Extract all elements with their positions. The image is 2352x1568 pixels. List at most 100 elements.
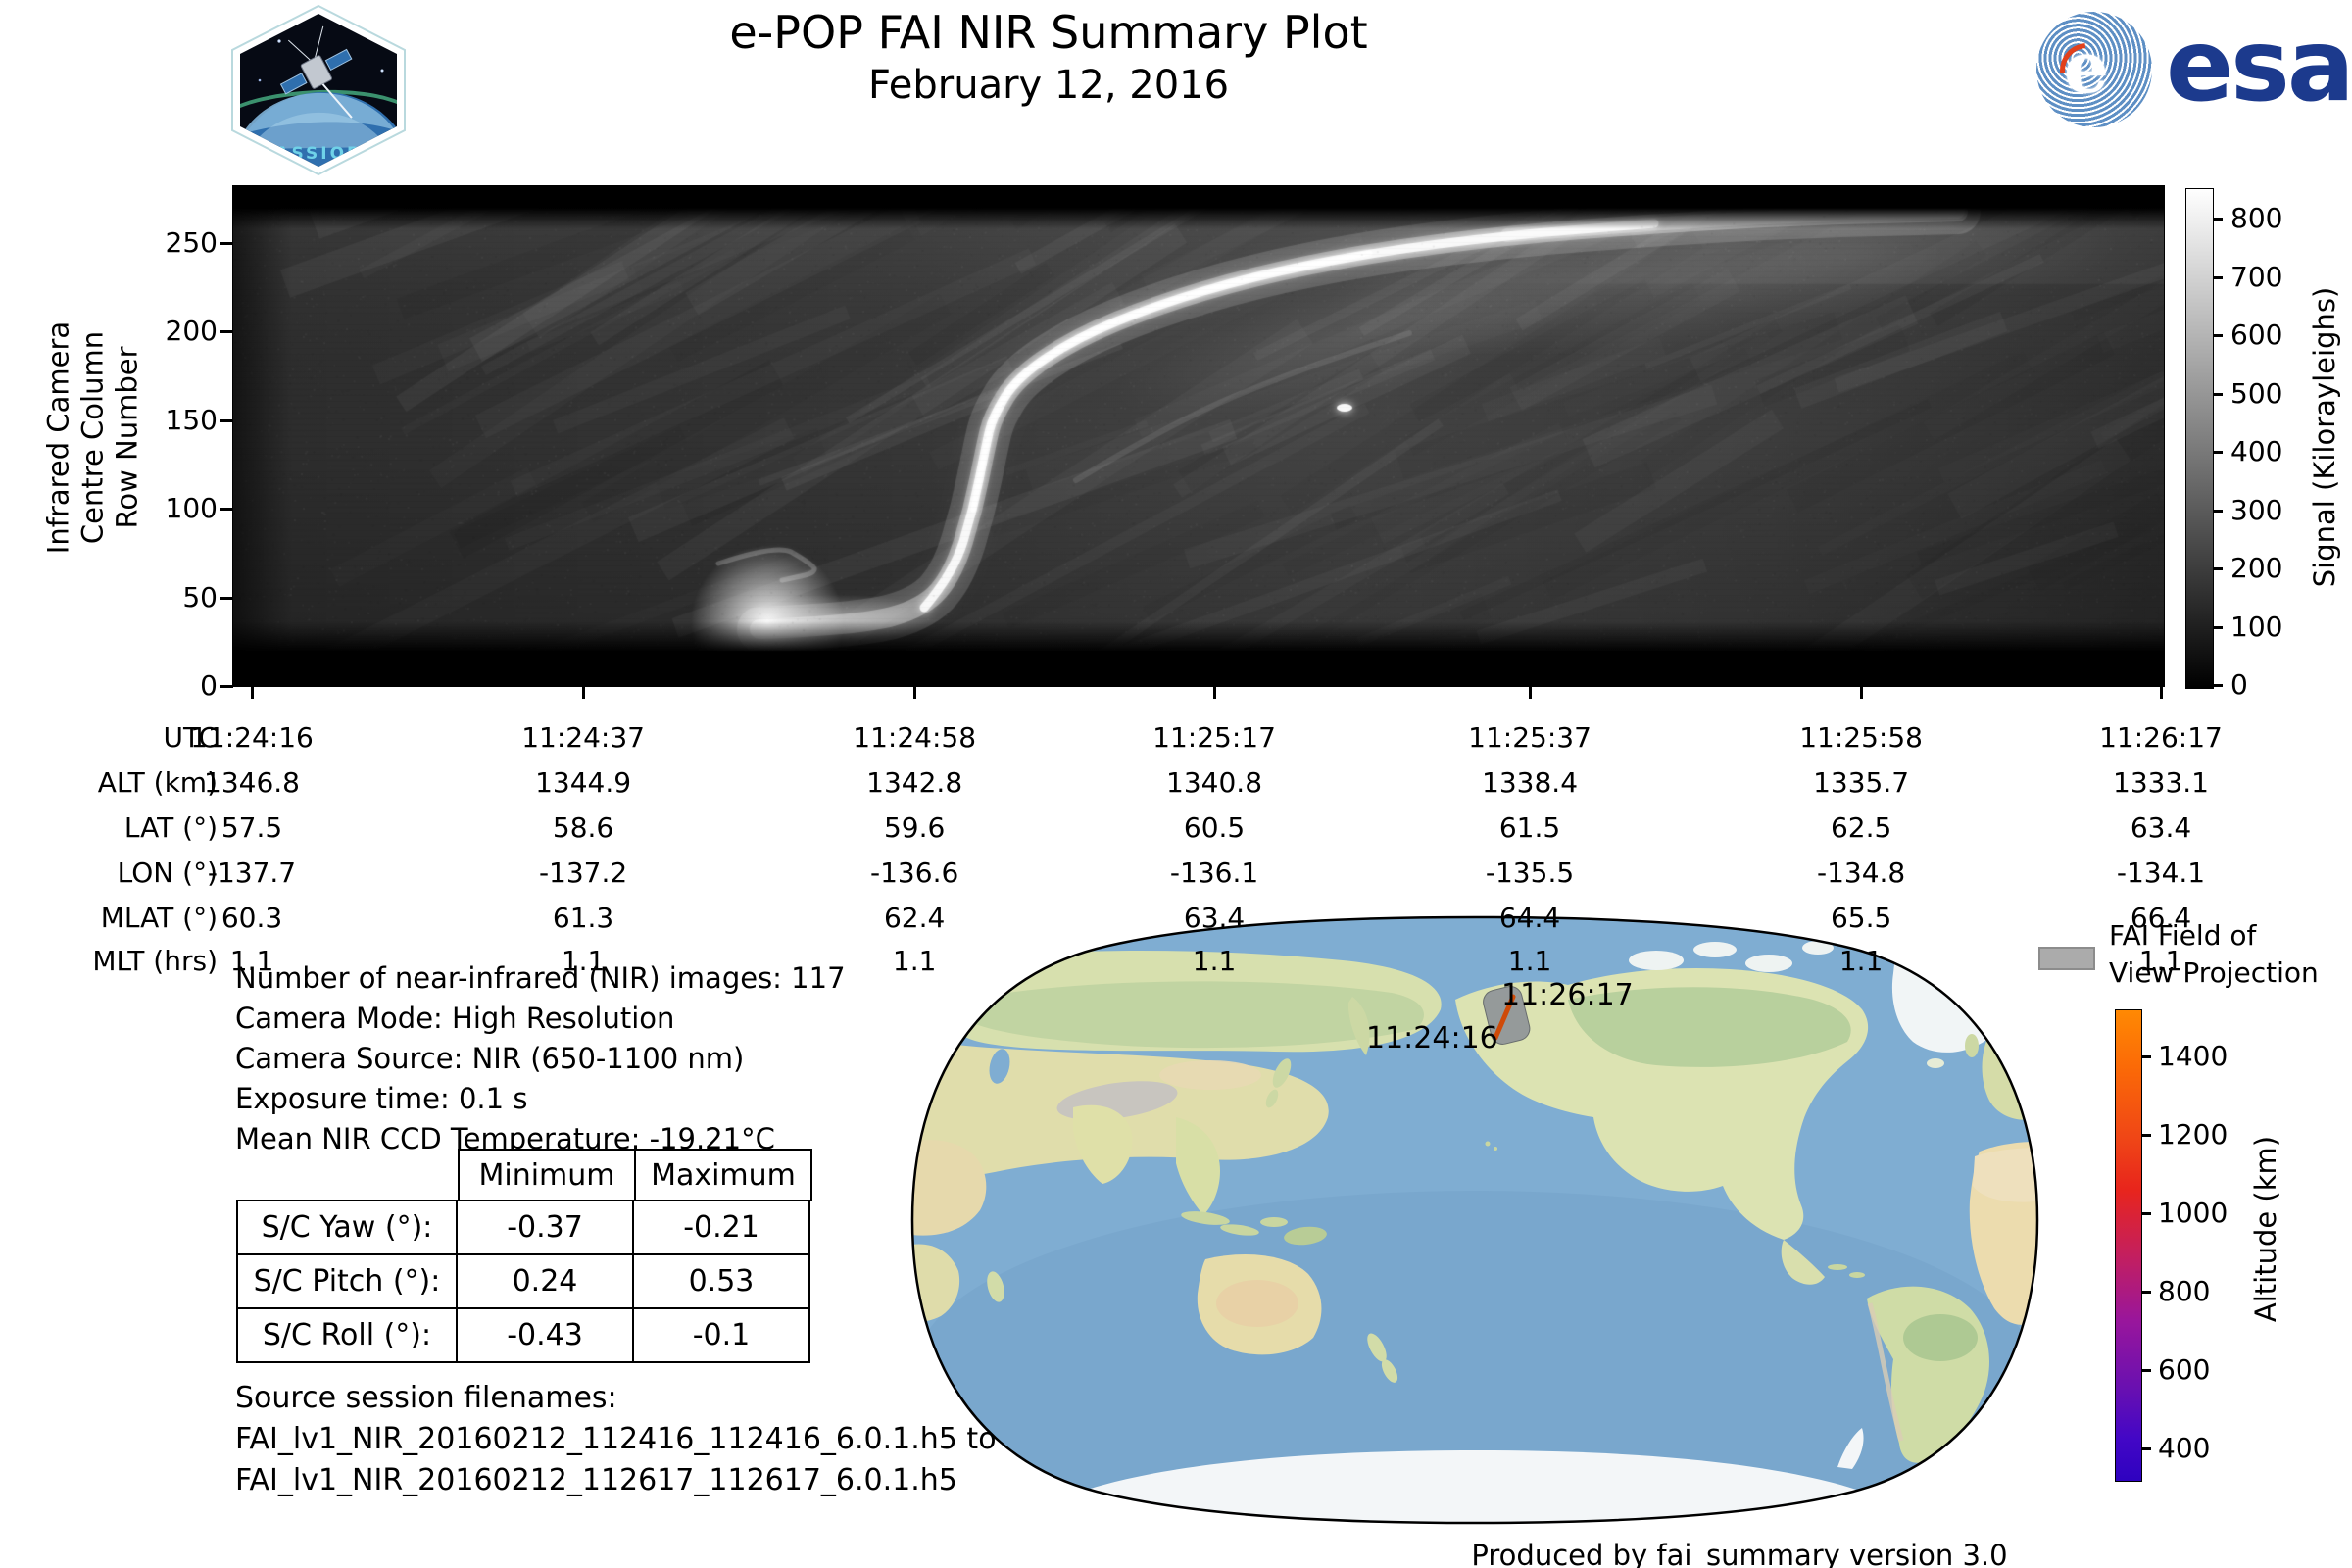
altitude-colorbar-tick-label: 1000 <box>2158 1197 2229 1229</box>
y-tick-mark <box>220 330 233 334</box>
y-tick-label: 50 <box>182 580 218 613</box>
fov-legend-swatch <box>2038 947 2095 970</box>
ephemeris-value-lat: 61.5 <box>1498 811 1561 844</box>
track-start-time-label: 11:24:16 <box>1366 1021 1498 1055</box>
signal-colorbar-tick-mark <box>2213 625 2223 629</box>
esa-wordmark: esa <box>2166 8 2352 124</box>
ephemeris-value-lat: 60.5 <box>1183 811 1246 844</box>
ephemeris-row-label: LAT (°) <box>123 811 218 844</box>
esa-logo: e esa <box>2036 8 2352 132</box>
attitude-table-header: Maximum <box>634 1149 812 1201</box>
ephemeris-value-lon: -136.6 <box>870 857 959 889</box>
altitude-colorbar-tick-mark <box>2141 1369 2151 1372</box>
signal-colorbar-tick-mark <box>2213 334 2223 337</box>
signal-colorbar-tick-mark <box>2213 451 2223 454</box>
ephemeris-value-lat: 58.6 <box>552 811 614 844</box>
esa-globe-icon <box>2036 12 2152 127</box>
y-tick-label: 250 <box>165 226 218 259</box>
ephemeris-value-alt: 1342.8 <box>866 766 963 799</box>
signal-colorbar-tick-mark <box>2213 567 2223 570</box>
ephemeris-value-mlat: 60.3 <box>220 902 283 934</box>
x-tick-mark <box>913 687 917 699</box>
info-line: Camera Mode: High Resolution <box>235 1002 675 1035</box>
keogram-plot-area <box>232 185 2165 687</box>
x-tick-mark <box>251 687 254 699</box>
y-tick-mark <box>220 596 233 600</box>
ephemeris-value-mlat: 64.4 <box>1498 902 1561 934</box>
signal-colorbar-tick-mark <box>2213 392 2223 396</box>
y-tick-label: 0 <box>200 669 218 702</box>
signal-colorbar-tick-label: 100 <box>2230 610 2283 643</box>
ephemeris-value-mlat: 66.4 <box>2130 902 2192 934</box>
altitude-colorbar-tick-mark <box>2141 1212 2151 1215</box>
source-filename-line: FAI_lv1_NIR_20160212_112416_112416_6.0.1… <box>235 1422 997 1456</box>
y-tick-mark <box>220 685 233 688</box>
signal-colorbar <box>2185 188 2214 689</box>
world-map <box>910 915 2039 1525</box>
ephemeris-value-lat: 59.6 <box>883 811 946 844</box>
attitude-table-max-value: -0.21 <box>632 1200 810 1255</box>
ephemeris-value-lon: -135.5 <box>1485 857 1575 889</box>
ephemeris-value-lat: 57.5 <box>220 811 283 844</box>
signal-colorbar-tick-label: 300 <box>2230 493 2283 526</box>
ephemeris-value-alt: 1344.9 <box>535 766 632 799</box>
source-heading: Source session filenames: <box>235 1381 617 1415</box>
info-line: Number of near-infrared (NIR) images: 11… <box>235 961 846 995</box>
attitude-table-min-value: 0.24 <box>456 1253 634 1309</box>
altitude-colorbar-tick-label: 1400 <box>2158 1040 2229 1072</box>
attitude-table-row-label: S/C Yaw (°): <box>236 1200 458 1255</box>
altitude-colorbar-label: Altitude (km) <box>2249 1135 2282 1323</box>
esa-globe-e: e <box>2064 25 2109 109</box>
attitude-table-min-value: -0.37 <box>456 1200 634 1255</box>
keogram-image <box>233 186 2164 686</box>
ephemeris-value-alt: 1346.8 <box>204 766 300 799</box>
ephemeris-value-utc: 11:24:37 <box>521 721 645 754</box>
info-line: Exposure time: 0.1 s <box>235 1082 528 1115</box>
ephemeris-value-mlt: 1.1 <box>229 945 274 977</box>
x-tick-mark <box>1860 687 1864 699</box>
x-tick-mark <box>1529 687 1533 699</box>
altitude-colorbar-tick-mark <box>2141 1134 2151 1137</box>
track-end-time-label: 11:26:17 <box>1501 978 1634 1012</box>
ephemeris-value-mlt: 1.1 <box>1192 945 1237 977</box>
ephemeris-value-mlat: 63.4 <box>1183 902 1246 934</box>
attitude-table-row-label: S/C Pitch (°): <box>236 1253 458 1309</box>
ephemeris-value-alt: 1333.1 <box>2113 766 2209 799</box>
altitude-colorbar <box>2115 1009 2142 1482</box>
y-tick-label: 100 <box>165 492 218 525</box>
page-subtitle: February 12, 2016 <box>867 63 1230 108</box>
ephemeris-value-alt: 1338.4 <box>1482 766 1579 799</box>
attitude-table-header: Minimum <box>458 1149 636 1201</box>
ephemeris-value-utc: 11:24:16 <box>190 721 314 754</box>
signal-colorbar-label: Signal (Kilorayleighs) <box>2308 286 2341 588</box>
signal-colorbar-tick-mark <box>2213 218 2223 220</box>
ephemeris-value-mlat: 62.4 <box>883 902 946 934</box>
ephemeris-value-lon: -137.7 <box>207 857 297 889</box>
signal-colorbar-tick-label: 0 <box>2230 668 2248 701</box>
x-tick-mark <box>582 687 586 699</box>
altitude-colorbar-tick-mark <box>2141 1291 2151 1294</box>
ephemeris-value-utc: 11:25:17 <box>1152 721 1276 754</box>
ephemeris-value-utc: 11:25:37 <box>1468 721 1592 754</box>
signal-colorbar-tick-mark <box>2213 275 2223 279</box>
signal-colorbar-tick-label: 700 <box>2230 260 2283 293</box>
x-tick-mark <box>1213 687 1217 699</box>
altitude-colorbar-tick-label: 600 <box>2158 1353 2211 1386</box>
x-tick-mark <box>2160 687 2163 699</box>
map-land-group <box>912 930 2037 1523</box>
ephemeris-value-lon: -134.1 <box>2116 857 2206 889</box>
signal-colorbar-tick-mark <box>2213 684 2223 687</box>
ephemeris-value-mlat: 61.3 <box>552 902 614 934</box>
ephemeris-value-mlt: 1.1 <box>1507 945 1552 977</box>
altitude-colorbar-tick-label: 400 <box>2158 1432 2211 1464</box>
attitude-table-max-value: 0.53 <box>632 1253 810 1309</box>
page-title: e-POP FAI NIR Summary Plot <box>729 6 1368 59</box>
ephemeris-value-alt: 1340.8 <box>1166 766 1263 799</box>
ephemeris-row-label: LON (°) <box>117 857 218 889</box>
ephemeris-value-lon: -137.2 <box>538 857 628 889</box>
map-outline <box>910 915 2039 1525</box>
ephemeris-row-label: MLAT (°) <box>100 902 218 934</box>
footer-attribution: Produced by fai_summary version 3.0 <box>1471 1539 2008 1568</box>
signal-colorbar-tick-label: 400 <box>2230 435 2283 467</box>
